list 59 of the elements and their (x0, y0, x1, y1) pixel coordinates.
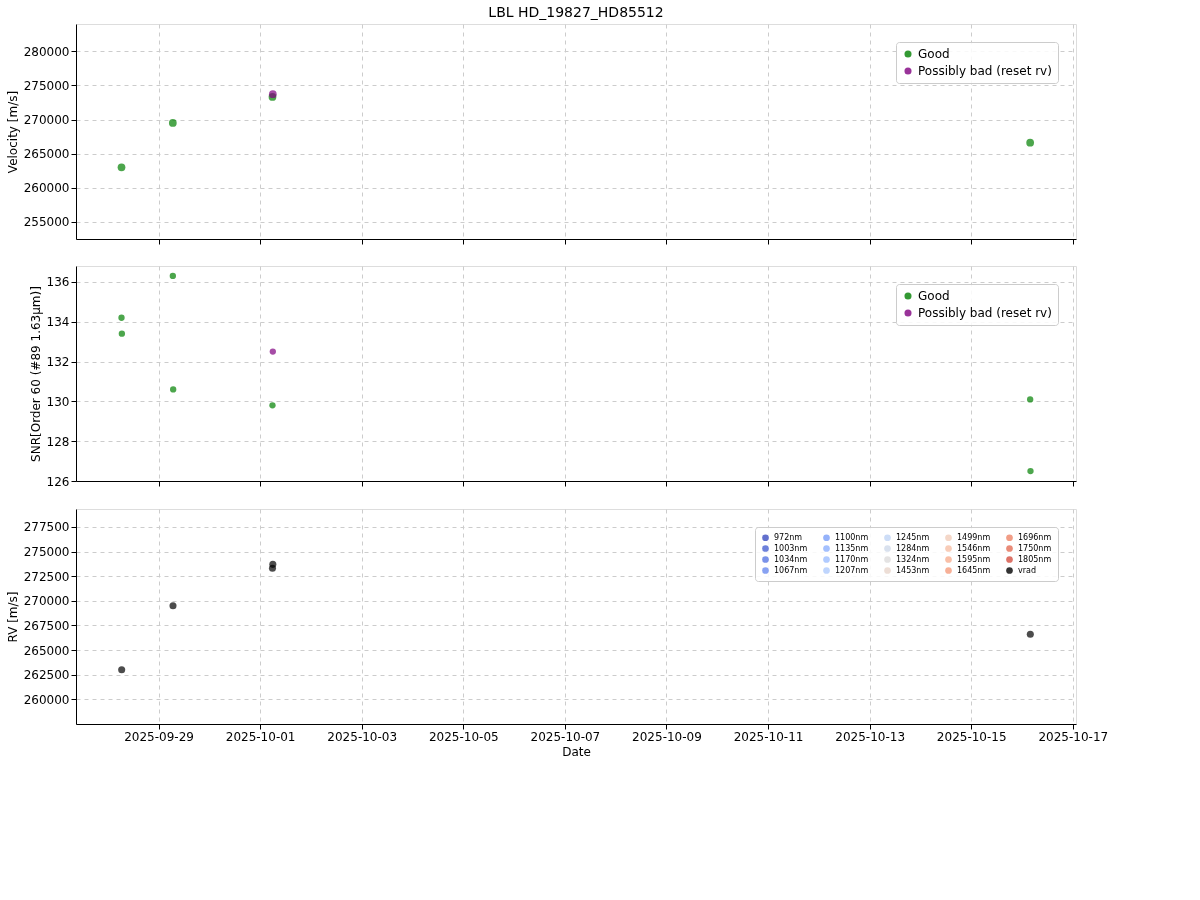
y-axis-title: Velocity [m/s] (5, 90, 20, 174)
y-tick-label: 255000 (23, 215, 70, 230)
legend-label: Good (918, 289, 950, 303)
y-tick-label: 134 (46, 315, 70, 330)
legend-label: 1595nm (957, 554, 991, 564)
legend-label: 1284nm (896, 543, 930, 553)
legend-label: 1499nm (957, 532, 991, 542)
y-tick-label: 136 (46, 275, 70, 290)
legend-label: 1207nm (835, 565, 869, 575)
legend-label: Possibly bad (reset rv) (918, 64, 1052, 78)
y-tick-label: 280000 (23, 44, 70, 59)
y-tick-label: 267500 (23, 618, 70, 633)
legend-label: vrad (1018, 565, 1037, 575)
legend-label: 1067nm (774, 565, 808, 575)
x-tick-label: 2025-10-11 (733, 729, 804, 744)
y-tick-label: 132 (46, 355, 70, 370)
y-tick-label: 130 (46, 394, 70, 409)
x-tick-label: 2025-10-09 (632, 729, 702, 744)
legend-label: 1324nm (896, 554, 930, 564)
legend-label: 1245nm (896, 532, 930, 542)
legend-label: 1805nm (1018, 554, 1052, 564)
y-tick-label: 270000 (23, 113, 70, 128)
x-axis-title: Date (562, 744, 591, 759)
legend-label: 1170nm (835, 554, 869, 564)
x-tick-label: 2025-10-15 (936, 729, 1007, 744)
y-axis-title: SNR[Order 60 (#89 1.63μm)] (28, 286, 43, 462)
y-tick-label: 262500 (23, 668, 70, 683)
legend-label: Good (918, 47, 950, 61)
x-tick-label: 2025-10-07 (530, 729, 601, 744)
legend-label: Possibly bad (reset rv) (918, 306, 1052, 320)
legend-label: 1546nm (957, 543, 991, 553)
legend-label: 1034nm (774, 554, 808, 564)
y-axis-title: RV [m/s] (5, 591, 20, 643)
legend-label: 1750nm (1018, 543, 1052, 553)
y-tick-label: 275000 (23, 78, 70, 93)
legend-label: 1100nm (835, 532, 869, 542)
x-tick-label: 2025-10-03 (327, 729, 398, 744)
x-tick-label: 2025-10-13 (835, 729, 906, 744)
legend-label: 1645nm (957, 565, 991, 575)
y-tick-label: 265000 (23, 147, 70, 162)
y-tick-label: 270000 (23, 594, 70, 609)
y-tick-label: 275000 (23, 545, 70, 560)
y-tick-label: 260000 (23, 692, 70, 707)
x-tick-label: 2025-10-01 (225, 729, 296, 744)
legend-label: 1003nm (774, 543, 808, 553)
y-tick-label: 128 (46, 434, 70, 449)
y-tick-label: 260000 (23, 181, 70, 196)
legend-label: 972nm (774, 532, 803, 542)
x-tick-label: 2025-10-05 (428, 729, 499, 744)
y-tick-label: 265000 (23, 643, 70, 658)
x-tick-label: 2025-10-17 (1038, 729, 1109, 744)
legend-label: 1135nm (835, 543, 869, 553)
y-tick-label: 272500 (23, 569, 70, 584)
legend-label: 1453nm (896, 565, 930, 575)
x-tick-label: 2025-09-29 (124, 729, 194, 744)
y-tick-label: 277500 (23, 520, 70, 535)
y-tick-label: 126 (46, 474, 70, 489)
legend-label: 1696nm (1018, 532, 1052, 542)
chart-title: LBL HD_19827_HD85512 (488, 4, 664, 20)
